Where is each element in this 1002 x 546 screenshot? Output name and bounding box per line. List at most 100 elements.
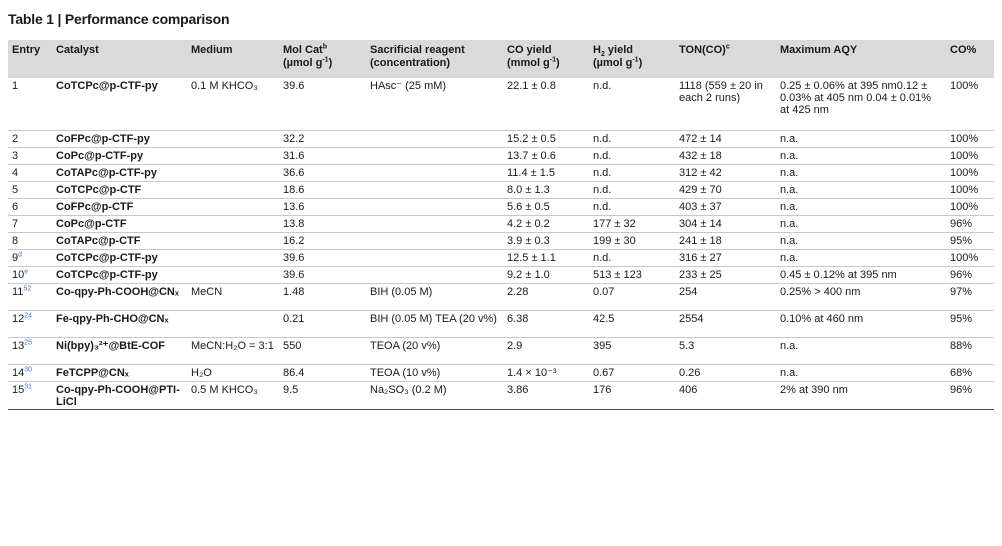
ton-cell: 233 ± 25 (675, 266, 776, 284)
mol-cat-cell: 18.6 (279, 181, 366, 199)
co-percent-cell: 100% (946, 78, 994, 131)
mol-cat-cell: 39.6 (279, 249, 366, 267)
h2-yield-cell: 395 (589, 337, 675, 365)
aqy-cell: 0.10% at 460 nm (776, 310, 946, 338)
ton-cell: 316 ± 27 (675, 249, 776, 267)
mol-cat-cell: 13.6 (279, 198, 366, 216)
ton-cell: 312 ± 42 (675, 164, 776, 182)
entry-cell: 3 (8, 147, 52, 165)
mol-cat-cell: 1.48 (279, 283, 366, 311)
h2-yield-cell: n.d. (589, 147, 675, 165)
medium-cell: MeCN:H₂O = 3:1 (187, 337, 279, 365)
aqy-cell: n.a. (776, 232, 946, 250)
co-percent-cell: 100% (946, 181, 994, 199)
catalyst-cell: CoFPc@p-CTF-py (52, 130, 187, 148)
aqy-cell: 2% at 390 nm (776, 381, 946, 410)
table-row: 10e CoTCPc@p-CTF-py 39.6 9.2 ± 1.0 513 ± 123… (8, 266, 994, 284)
table-header: Entry Catalyst Medium Mol Catb (µmol g-1)… (8, 40, 994, 78)
aqy-cell: n.a. (776, 337, 946, 365)
ton-cell: 2554 (675, 310, 776, 338)
entry-cell: 1430 (8, 364, 52, 382)
h2-yield-cell: n.d. (589, 249, 675, 267)
entry-cell: 9d (8, 249, 52, 267)
aqy-cell: 0.25 ± 0.06% at 395 nm0.12 ± 0.03% at 40… (776, 78, 946, 131)
performance-table: Entry Catalyst Medium Mol Catb (µmol g-1)… (8, 40, 994, 410)
medium-cell: H₂O (187, 364, 279, 382)
header-max-aqy: Maximum AQY (776, 40, 946, 78)
co-percent-cell: 100% (946, 249, 994, 267)
ton-cell: 403 ± 37 (675, 198, 776, 216)
co-percent-cell: 88% (946, 337, 994, 365)
table-row: 1152 Co-qpy-Ph-COOH@CNₓ MeCN 1.48 BIH (0.05 … (8, 283, 994, 311)
mol-cat-cell: 39.6 (279, 78, 366, 131)
co-percent-cell: 100% (946, 164, 994, 182)
medium-cell (187, 147, 279, 165)
medium-cell (187, 181, 279, 199)
mol-cat-cell: 31.6 (279, 147, 366, 165)
sacrificial-reagent-cell: TEOA (20 v%) (366, 337, 503, 365)
mol-cat-cell: 9.5 (279, 381, 366, 410)
medium-cell (187, 215, 279, 233)
mol-cat-cell: 86.4 (279, 364, 366, 382)
table-row: 1430 FeTCPP@CNₓ H₂O 86.4 TEOA (10 v%) 1.4 × 1… (8, 364, 994, 382)
aqy-cell: n.a. (776, 249, 946, 267)
h2-yield-cell: n.d. (589, 181, 675, 199)
co-percent-cell: 96% (946, 215, 994, 233)
h2-yield-cell: n.d. (589, 198, 675, 216)
h2-yield-cell: 199 ± 30 (589, 232, 675, 250)
table-row: 3 CoPc@p-CTF-py 31.6 13.7 ± 0.6 n.d. 432 ± 18… (8, 147, 994, 165)
medium-cell (187, 198, 279, 216)
entry-cell: 1325 (8, 337, 52, 365)
ton-cell: 472 ± 14 (675, 130, 776, 148)
entry-cell: 1224 (8, 310, 52, 338)
header-co-yield: CO yield (mmol g-1) (503, 40, 589, 78)
co-yield-cell: 6.38 (503, 310, 589, 338)
sacrificial-reagent-cell: Na₂SO₃ (0.2 M) (366, 381, 503, 410)
catalyst-cell: CoFPc@p-CTF (52, 198, 187, 216)
medium-cell (187, 130, 279, 148)
sacrificial-reagent-cell (366, 232, 503, 250)
sacrificial-reagent-cell: BIH (0.05 M) TEA (20 v%) (366, 310, 503, 338)
table-row: 8 CoTAPc@p-CTF 16.2 3.9 ± 0.3 199 ± 30 241 ± … (8, 232, 994, 250)
catalyst-cell: CoPc@p-CTF (52, 215, 187, 233)
ton-cell: 432 ± 18 (675, 147, 776, 165)
sacrificial-reagent-cell: BIH (0.05 M) (366, 283, 503, 311)
co-yield-cell: 5.6 ± 0.5 (503, 198, 589, 216)
header-mol-cat: Mol Catb (µmol g-1) (279, 40, 366, 78)
table-row: 4 CoTAPc@p-CTF-py 36.6 11.4 ± 1.5 n.d. 312 ± … (8, 164, 994, 182)
aqy-cell: n.a. (776, 181, 946, 199)
co-yield-cell: 1.4 × 10⁻³ (503, 364, 589, 382)
table-row: 2 CoFPc@p-CTF-py 32.2 15.2 ± 0.5 n.d. 472 ± 1… (8, 130, 994, 148)
ton-cell: 5.3 (675, 337, 776, 365)
entry-cell: 1 (8, 78, 52, 131)
aqy-cell: 0.25% > 400 nm (776, 283, 946, 311)
aqy-cell: n.a. (776, 198, 946, 216)
entry-cell: 10e (8, 266, 52, 284)
h2-yield-cell: n.d. (589, 130, 675, 148)
aqy-cell: n.a. (776, 164, 946, 182)
mol-cat-cell: 550 (279, 337, 366, 365)
header-h2-yield: H2 yield (µmol g-1) (589, 40, 675, 78)
medium-cell (187, 232, 279, 250)
catalyst-cell: Co-qpy-Ph-COOH@CNₓ (52, 283, 187, 311)
aqy-cell: n.a. (776, 147, 946, 165)
sacrificial-reagent-cell (366, 147, 503, 165)
h2-yield-cell: 177 ± 32 (589, 215, 675, 233)
ton-cell: 254 (675, 283, 776, 311)
h2-yield-cell: 513 ± 123 (589, 266, 675, 284)
h2-yield-cell: n.d. (589, 78, 675, 131)
header-ton-co: TON(CO)c (675, 40, 776, 78)
mol-cat-cell: 0.21 (279, 310, 366, 338)
medium-cell (187, 249, 279, 267)
aqy-cell: n.a. (776, 215, 946, 233)
table-row: 5 CoTCPc@p-CTF 18.6 8.0 ± 1.3 n.d. 429 ± 70 n.… (8, 181, 994, 199)
catalyst-cell: CoPc@p-CTF-py (52, 147, 187, 165)
h2-yield-cell: 42.5 (589, 310, 675, 338)
co-percent-cell: 95% (946, 232, 994, 250)
table-title: Table 1 | Performance comparison (8, 11, 230, 27)
medium-cell (187, 310, 279, 338)
entry-cell: 4 (8, 164, 52, 182)
co-yield-cell: 8.0 ± 1.3 (503, 181, 589, 199)
sacrificial-reagent-cell: HAsc⁻ (25 mM) (366, 78, 503, 131)
sacrificial-reagent-cell (366, 215, 503, 233)
